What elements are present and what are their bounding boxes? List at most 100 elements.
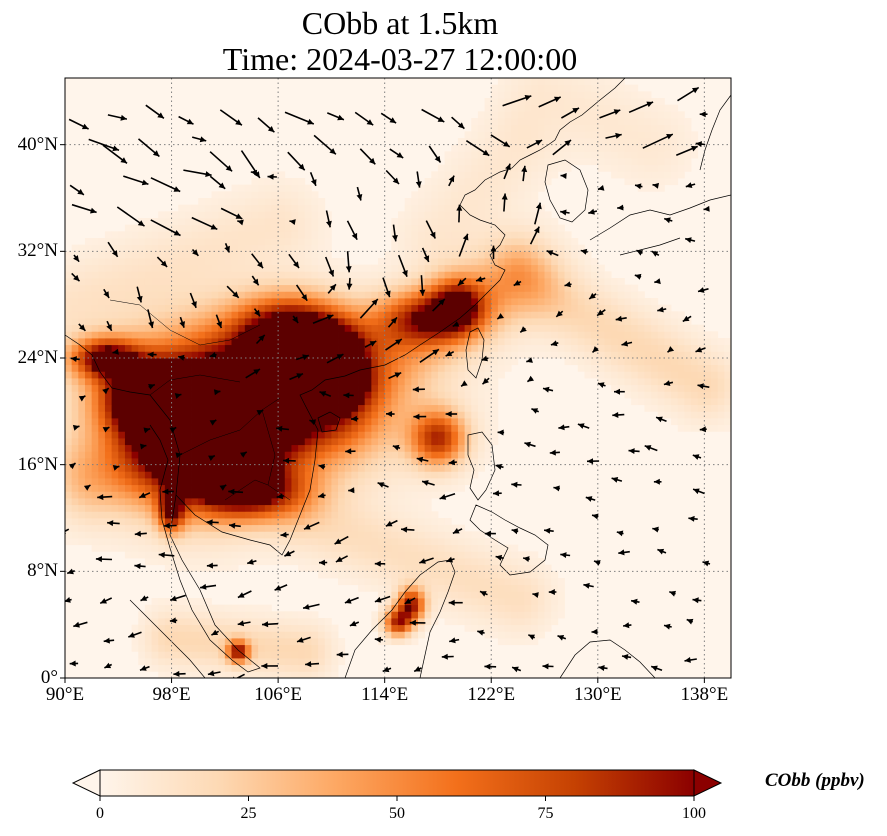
field-cell <box>231 371 239 379</box>
field-cell <box>531 344 539 352</box>
field-cell <box>484 244 492 252</box>
field-cell <box>198 624 206 632</box>
field-cell <box>444 284 452 292</box>
field-cell <box>98 544 106 552</box>
field-cell <box>91 418 99 426</box>
field-cell <box>204 324 212 332</box>
field-cell <box>364 518 372 526</box>
field-cell <box>244 311 252 319</box>
field-cell <box>691 424 699 432</box>
field-cell <box>278 464 286 472</box>
field-cell <box>224 204 232 212</box>
field-cell <box>311 311 319 319</box>
field-cell <box>258 551 266 559</box>
field-cell <box>564 304 572 312</box>
field-cell <box>557 158 565 166</box>
field-cell <box>604 164 612 172</box>
field-cell <box>338 298 346 306</box>
field-cell <box>511 298 519 306</box>
field-cell <box>677 364 685 372</box>
field-cell <box>178 504 186 512</box>
field-cell <box>264 378 272 386</box>
field-cell <box>611 171 619 179</box>
field-cell <box>191 444 199 452</box>
field-cell <box>437 191 446 199</box>
field-cell <box>417 418 426 426</box>
field-cell <box>171 271 179 279</box>
field-cell <box>244 418 252 426</box>
field-cell <box>417 264 426 272</box>
field-cell <box>318 644 326 652</box>
field-cell <box>244 198 252 206</box>
field-cell <box>78 484 86 492</box>
field-cell <box>358 471 366 479</box>
field-cell <box>471 458 479 466</box>
field-cell <box>504 584 512 592</box>
field-cell <box>417 478 426 486</box>
field-cell <box>318 211 326 219</box>
field-cell <box>651 384 659 392</box>
field-cell <box>311 258 319 266</box>
field-cell <box>111 404 119 412</box>
field-cell <box>684 424 692 432</box>
field-cell <box>557 131 565 139</box>
field-cell <box>371 418 379 426</box>
field-cell <box>571 338 579 346</box>
field-cell <box>224 218 232 226</box>
field-cell <box>324 484 332 492</box>
field-cell <box>231 251 239 259</box>
field-cell <box>451 404 459 412</box>
field-cell <box>597 138 605 146</box>
field-cell <box>417 378 426 386</box>
field-cell <box>84 511 93 519</box>
field-cell <box>371 424 379 432</box>
field-cell <box>124 478 132 486</box>
field-cell <box>664 391 672 399</box>
field-cell <box>564 151 572 159</box>
field-cell <box>65 298 73 306</box>
field-cell <box>457 444 465 452</box>
field-cell <box>537 164 545 172</box>
field-cell <box>311 664 319 672</box>
field-cell <box>171 318 179 326</box>
field-cell <box>637 291 645 299</box>
field-cell <box>551 584 559 592</box>
field-cell <box>231 564 239 572</box>
field-cell <box>318 391 326 399</box>
field-cell <box>264 244 272 252</box>
field-cell <box>517 564 525 572</box>
field-cell <box>91 304 99 312</box>
field-cell <box>211 231 219 239</box>
field-cell <box>118 491 126 499</box>
field-cell <box>164 651 172 659</box>
field-cell <box>344 344 352 352</box>
field-cell <box>611 164 619 172</box>
field-cell <box>484 251 492 259</box>
field-cell <box>138 264 146 272</box>
field-cell <box>378 444 386 452</box>
field-cell <box>437 364 446 372</box>
field-cell <box>464 218 472 226</box>
field-cell <box>411 431 419 439</box>
field-cell <box>171 398 179 406</box>
field-cell <box>591 264 599 272</box>
field-cell <box>178 651 186 659</box>
field-cell <box>251 671 259 678</box>
field-cell <box>264 278 272 286</box>
field-cell <box>304 364 312 372</box>
field-cell <box>451 418 459 426</box>
field-cell <box>298 544 306 552</box>
field-cell <box>231 451 239 459</box>
field-cell <box>178 284 186 292</box>
field-cell <box>71 291 79 299</box>
field-cell <box>437 491 446 499</box>
field-cell <box>457 251 465 259</box>
field-cell <box>278 638 286 646</box>
field-cell <box>477 591 485 599</box>
field-cell <box>298 384 306 392</box>
field-cell <box>524 298 532 306</box>
field-cell <box>191 504 199 512</box>
field-cell <box>544 144 552 152</box>
field-cell <box>84 244 93 252</box>
field-cell <box>631 338 639 346</box>
